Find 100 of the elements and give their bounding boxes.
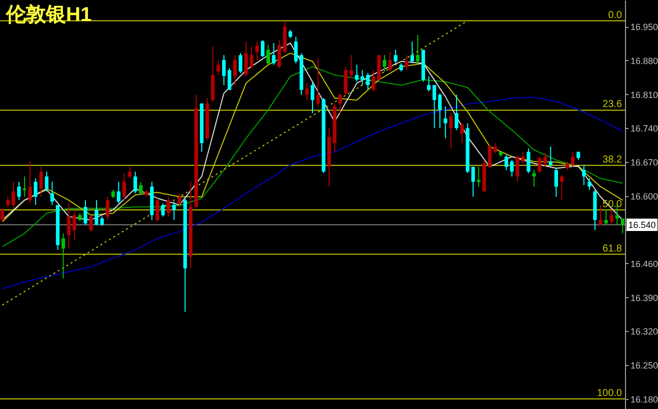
y-tick-label: 16.460 (630, 258, 658, 269)
y-tick-label: 16.950 (630, 22, 658, 32)
annotation: 0.0 (608, 10, 622, 21)
y-tick-label: 16.320 (630, 326, 658, 337)
candlestick (488, 144, 492, 169)
candlestick (72, 211, 76, 241)
candlestick (12, 181, 16, 209)
candlestick (543, 152, 547, 168)
candlestick (548, 146, 552, 168)
candlestick (161, 203, 165, 218)
candlestick (61, 233, 66, 279)
annotation: 38.2 (602, 154, 622, 166)
candlestick (554, 168, 558, 198)
candlestick (516, 154, 520, 182)
candlestick (471, 166, 475, 198)
candlestick (510, 160, 514, 177)
candlestick (588, 178, 592, 190)
candlestick (438, 92, 442, 129)
candlestick (156, 198, 160, 222)
candlestick (216, 59, 220, 76)
candlestick (493, 142, 498, 154)
candlestick (122, 172, 126, 201)
candlestick (532, 170, 536, 188)
candlestick (620, 218, 624, 234)
candlestick (272, 42, 276, 66)
y-tick-label: 16.390 (630, 292, 658, 303)
candlestick (521, 151, 525, 164)
candlestick (560, 174, 564, 201)
candlestick (427, 76, 431, 92)
y-tick-label: 16.880 (630, 56, 658, 66)
candlestick (139, 181, 143, 196)
candlestick (172, 201, 176, 220)
candlestick (366, 72, 370, 90)
candlestick (260, 40, 264, 58)
candlestick (244, 41, 248, 77)
candlestick (410, 41, 414, 64)
annotation: 23.6 (602, 99, 622, 110)
candlestick (22, 176, 26, 198)
candlestick (582, 164, 586, 186)
candlestick (106, 196, 110, 220)
candlestick (382, 54, 386, 72)
candlestick (6, 196, 10, 208)
candlestick (50, 181, 54, 206)
candlestick (344, 66, 348, 96)
candlestick (404, 54, 408, 71)
candlestick (255, 41, 259, 60)
candlestick (294, 36, 298, 64)
candlestick (432, 84, 436, 129)
candlestick (449, 112, 453, 149)
candlestick (349, 54, 354, 79)
candlestick (604, 209, 608, 226)
candlestick (444, 106, 448, 139)
annotation: 61.8 (602, 243, 622, 254)
candlestick (133, 171, 138, 194)
candlestick (338, 92, 342, 114)
candlestick (355, 64, 359, 82)
candlestick (250, 46, 254, 69)
candlestick (598, 204, 602, 226)
ref-line-label: 16.540 (628, 220, 656, 230)
candlestick (305, 82, 309, 101)
candlestick (67, 203, 71, 249)
candlestick (360, 70, 364, 86)
candlestick (610, 209, 614, 224)
y-tick-label: 16.600 (630, 191, 658, 202)
candlestick (228, 68, 232, 90)
candlestick (476, 166, 480, 188)
chart-title: 伦敦银H1 (5, 3, 92, 26)
candlestick (526, 148, 530, 174)
candlestick (571, 151, 575, 168)
candlestick (538, 156, 542, 174)
candlestick (0, 208, 4, 222)
candlestick (504, 154, 508, 171)
candlestick (34, 178, 38, 206)
candlestick (238, 52, 242, 74)
candlestick (310, 81, 314, 114)
y-tick-label: 16.180 (630, 394, 658, 404)
y-tick-label: 16.250 (630, 360, 658, 371)
candlestick (454, 94, 458, 131)
candlestick (416, 34, 420, 64)
candlestick (277, 40, 282, 69)
y-tick-label: 16.670 (630, 157, 658, 168)
candlestick (394, 49, 398, 64)
annotation: 100.0 (596, 388, 622, 399)
candlestick (372, 70, 376, 92)
candlestick (39, 166, 43, 198)
candlestick (266, 44, 270, 66)
candlestick (28, 160, 32, 204)
candlestick (89, 214, 93, 232)
candlestick (388, 51, 392, 72)
line-series (2, 96, 624, 290)
candlestick (128, 166, 132, 179)
y-tick-label: 16.810 (630, 90, 658, 100)
candlestick (166, 196, 170, 218)
y-tick-label: 16.740 (630, 124, 658, 134)
candlestick (222, 54, 226, 86)
candlestick (84, 200, 88, 226)
candlestick (233, 54, 237, 86)
candlestick (116, 181, 120, 204)
candlestick (178, 192, 182, 208)
candlestick (460, 122, 464, 144)
